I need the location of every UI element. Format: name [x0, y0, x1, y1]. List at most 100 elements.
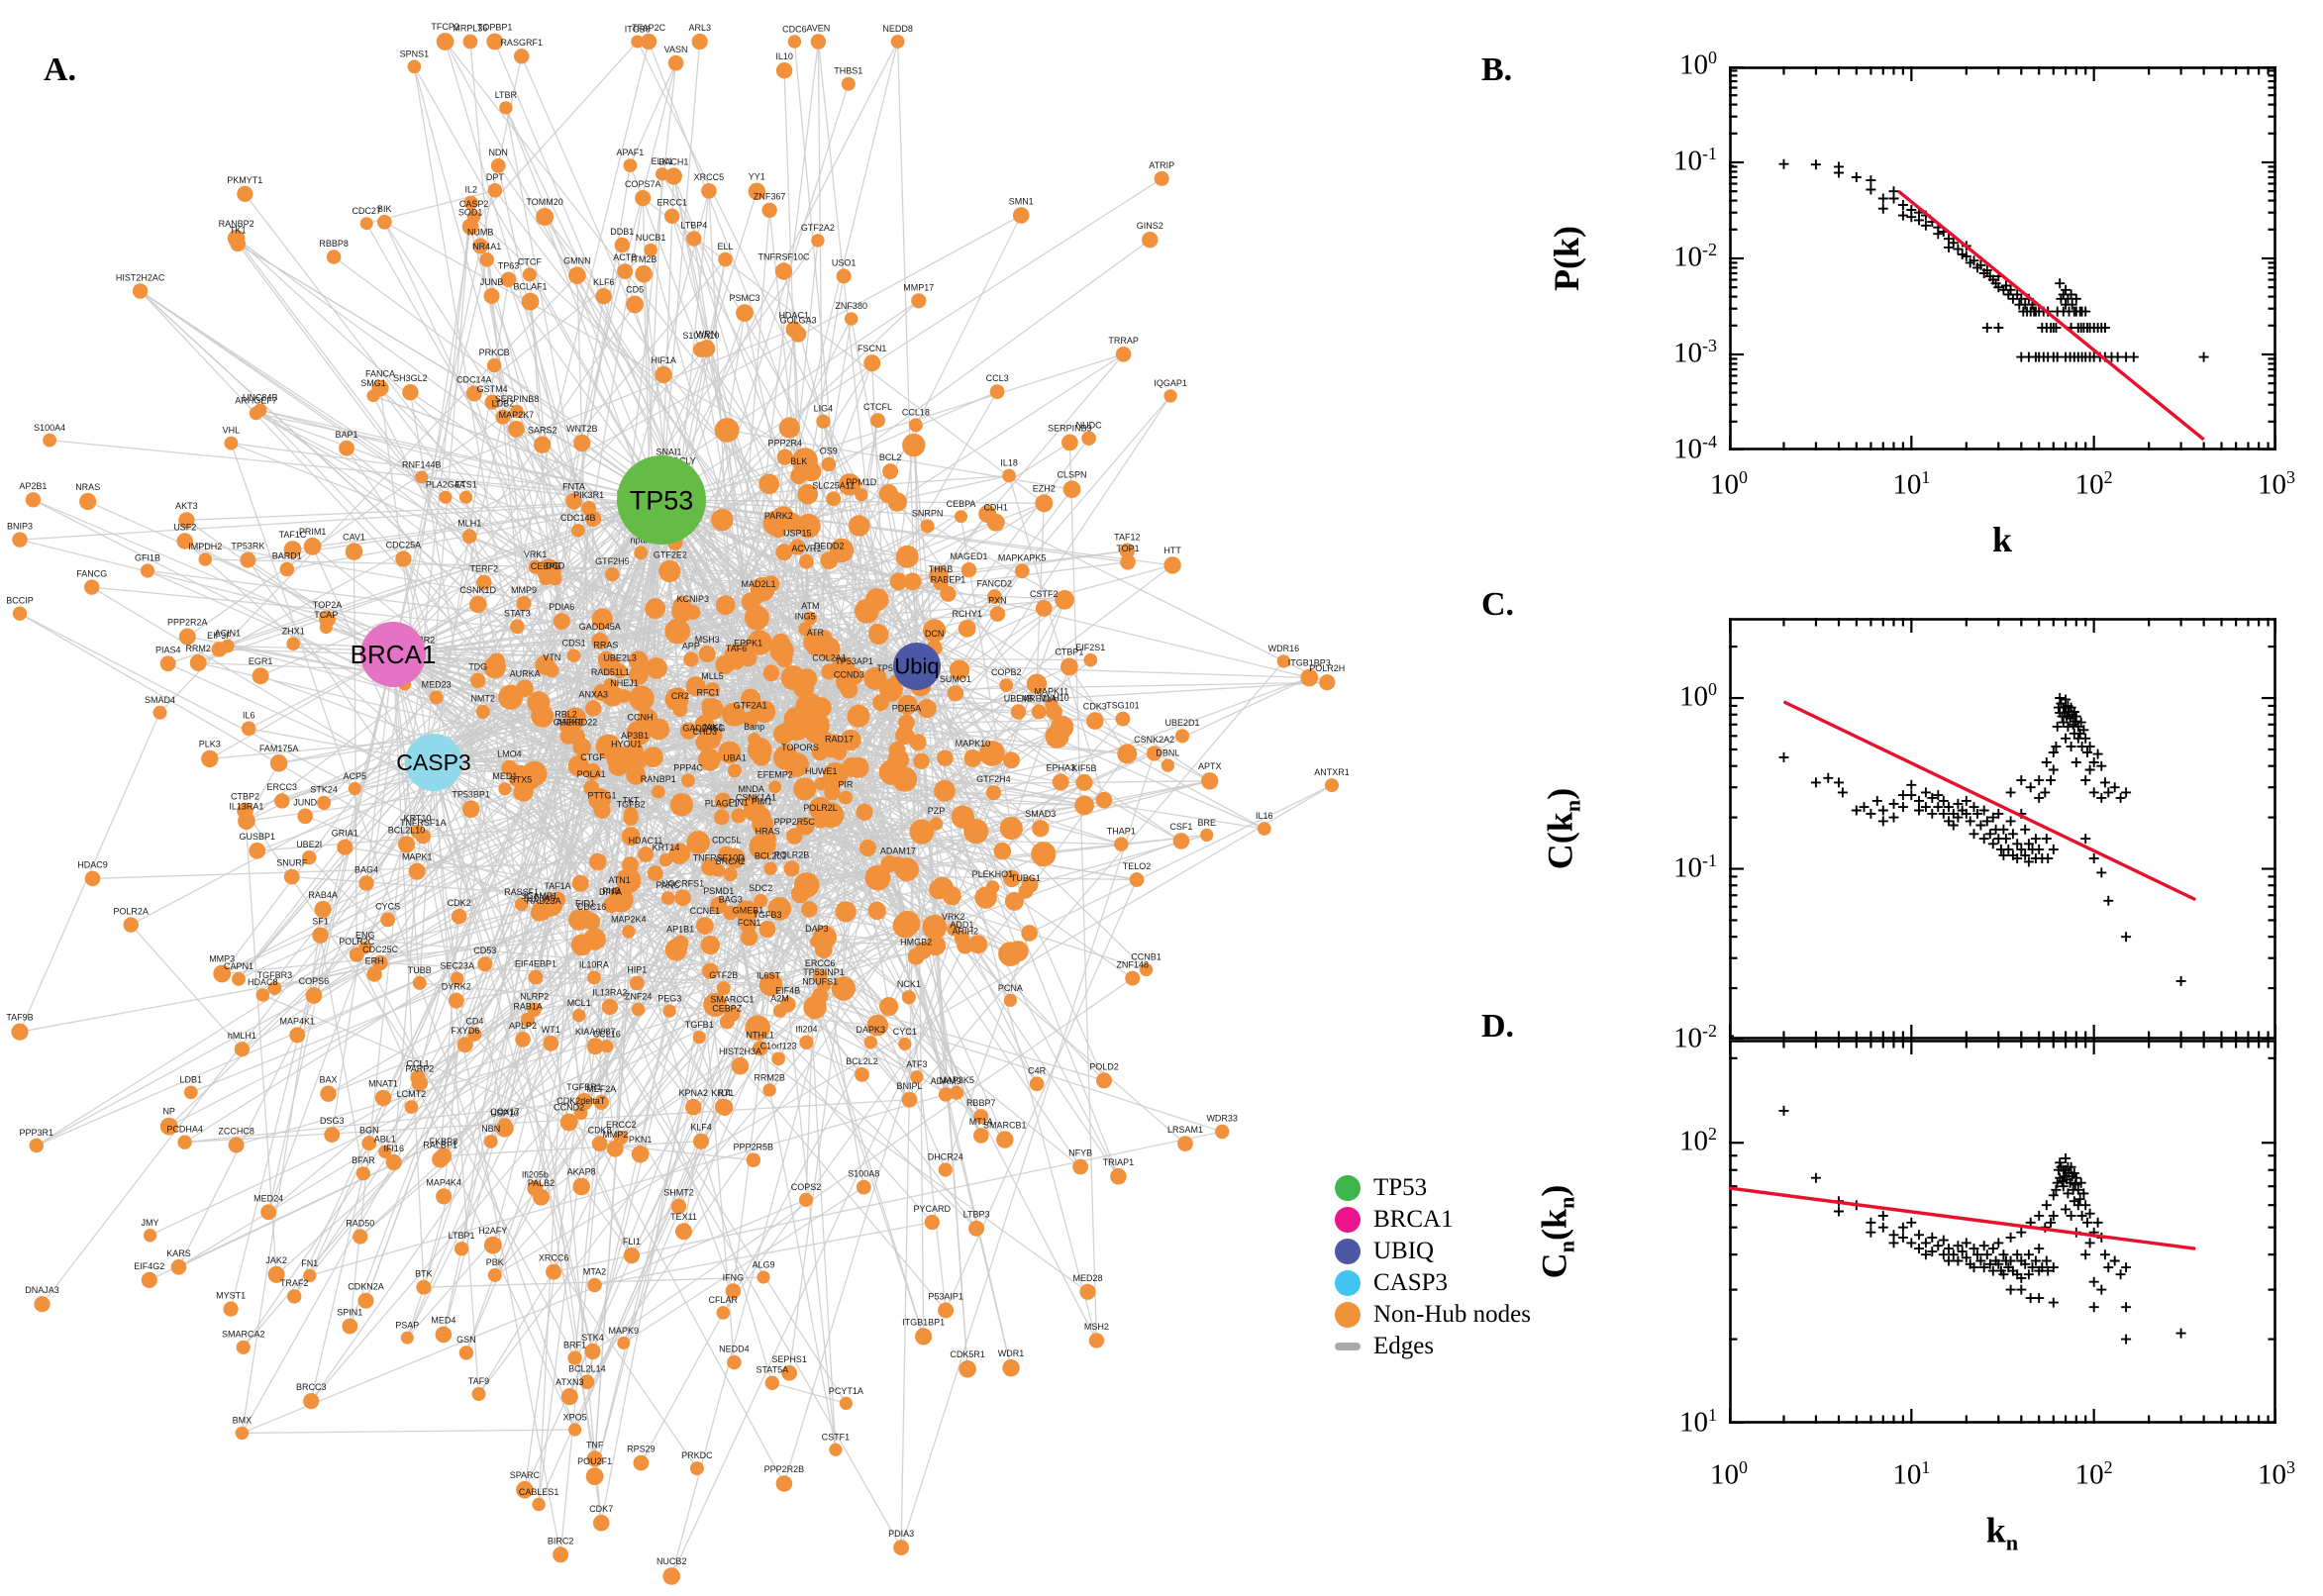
- network-node[interactable]: [811, 234, 825, 248]
- network-node[interactable]: [1083, 652, 1098, 667]
- network-node[interactable]: [416, 1279, 432, 1295]
- network-node[interactable]: [587, 1277, 602, 1293]
- network-node[interactable]: [937, 749, 954, 766]
- network-node[interactable]: [223, 1301, 239, 1317]
- network-node[interactable]: [646, 657, 667, 679]
- network-node[interactable]: [685, 605, 701, 620]
- network-node[interactable]: [400, 1331, 414, 1345]
- network-node[interactable]: [987, 589, 1002, 604]
- network-node[interactable]: [469, 595, 487, 614]
- network-node[interactable]: [741, 688, 761, 709]
- network-node[interactable]: [655, 365, 672, 384]
- network-node[interactable]: [1300, 668, 1319, 687]
- network-node[interactable]: [572, 1177, 590, 1196]
- network-node[interactable]: [693, 342, 709, 357]
- network-node[interactable]: [821, 663, 838, 680]
- network-node[interactable]: [753, 1041, 768, 1056]
- network-node[interactable]: [762, 1083, 776, 1097]
- network-node[interactable]: [628, 650, 649, 671]
- network-node[interactable]: [337, 839, 354, 855]
- network-node[interactable]: [178, 628, 196, 646]
- network-node[interactable]: [176, 533, 193, 549]
- network-node[interactable]: [716, 1099, 734, 1116]
- network-node[interactable]: [476, 574, 492, 590]
- network-node[interactable]: [140, 563, 155, 578]
- network-node[interactable]: [353, 1229, 368, 1245]
- network-node[interactable]: [477, 956, 493, 972]
- network-node[interactable]: [471, 1387, 486, 1401]
- network-node[interactable]: [701, 698, 716, 713]
- network-node[interactable]: [571, 874, 589, 892]
- network-node[interactable]: [522, 267, 537, 282]
- network-node[interactable]: [548, 571, 562, 586]
- network-node[interactable]: [358, 941, 372, 954]
- network-node[interactable]: [348, 781, 361, 796]
- network-node[interactable]: [579, 1374, 595, 1390]
- network-node[interactable]: [1031, 842, 1057, 867]
- network-node[interactable]: [342, 1318, 358, 1335]
- network-node[interactable]: [372, 954, 388, 971]
- network-node[interactable]: [461, 800, 480, 819]
- network-node[interactable]: [686, 231, 702, 247]
- network-node[interactable]: [565, 492, 582, 510]
- network-node[interactable]: [213, 964, 232, 983]
- network-node[interactable]: [762, 575, 780, 593]
- network-node[interactable]: [201, 749, 219, 768]
- network-node[interactable]: [448, 992, 464, 1009]
- network-node[interactable]: [933, 574, 949, 591]
- network-node[interactable]: [940, 585, 957, 602]
- network-node[interactable]: [237, 185, 253, 202]
- network-node[interactable]: [314, 900, 332, 919]
- network-node[interactable]: [429, 690, 444, 705]
- network-node[interactable]: [591, 1136, 608, 1151]
- network-node[interactable]: [840, 729, 861, 751]
- network-node[interactable]: [178, 512, 195, 529]
- network-node[interactable]: [811, 987, 829, 1005]
- network-node[interactable]: [495, 409, 511, 425]
- network-node[interactable]: [644, 243, 657, 257]
- network-node[interactable]: [1010, 704, 1027, 720]
- network-node[interactable]: [698, 748, 721, 771]
- network-node[interactable]: [499, 101, 513, 115]
- network-node[interactable]: [753, 807, 771, 826]
- network-node[interactable]: [1120, 553, 1136, 570]
- network-node[interactable]: [240, 551, 256, 568]
- network-node[interactable]: [662, 560, 677, 575]
- network-node[interactable]: [816, 414, 831, 429]
- network-node[interactable]: [1095, 791, 1113, 809]
- network-node[interactable]: [718, 251, 733, 267]
- network-node[interactable]: [910, 1070, 924, 1084]
- network-node[interactable]: [635, 190, 652, 207]
- network-node[interactable]: [798, 622, 812, 637]
- network-node[interactable]: [712, 863, 726, 877]
- hub-node-ubiq[interactable]: [893, 643, 941, 690]
- network-node[interactable]: [672, 701, 688, 718]
- network-node[interactable]: [808, 796, 833, 821]
- network-node[interactable]: [845, 667, 863, 685]
- network-node[interactable]: [575, 1093, 593, 1111]
- network-node[interactable]: [902, 433, 926, 457]
- network-node[interactable]: [810, 935, 824, 948]
- network-node[interactable]: [1172, 833, 1190, 849]
- network-node[interactable]: [531, 904, 549, 922]
- network-node[interactable]: [1046, 703, 1062, 721]
- network-node[interactable]: [593, 1094, 609, 1110]
- network-node[interactable]: [1142, 232, 1159, 249]
- network-node[interactable]: [1075, 773, 1093, 791]
- network-node[interactable]: [711, 508, 734, 532]
- network-node[interactable]: [487, 1267, 502, 1282]
- network-node[interactable]: [989, 384, 1005, 399]
- network-node[interactable]: [279, 561, 295, 577]
- network-node[interactable]: [1086, 712, 1104, 730]
- network-node[interactable]: [752, 590, 765, 604]
- network-node[interactable]: [847, 704, 870, 728]
- network-node[interactable]: [923, 619, 947, 643]
- network-node[interactable]: [744, 605, 769, 631]
- network-node[interactable]: [841, 76, 856, 91]
- network-node[interactable]: [586, 1038, 604, 1055]
- network-node[interactable]: [456, 1037, 473, 1053]
- network-node[interactable]: [683, 651, 699, 667]
- network-node[interactable]: [467, 1027, 482, 1042]
- network-node[interactable]: [889, 856, 906, 873]
- network-node[interactable]: [591, 632, 609, 650]
